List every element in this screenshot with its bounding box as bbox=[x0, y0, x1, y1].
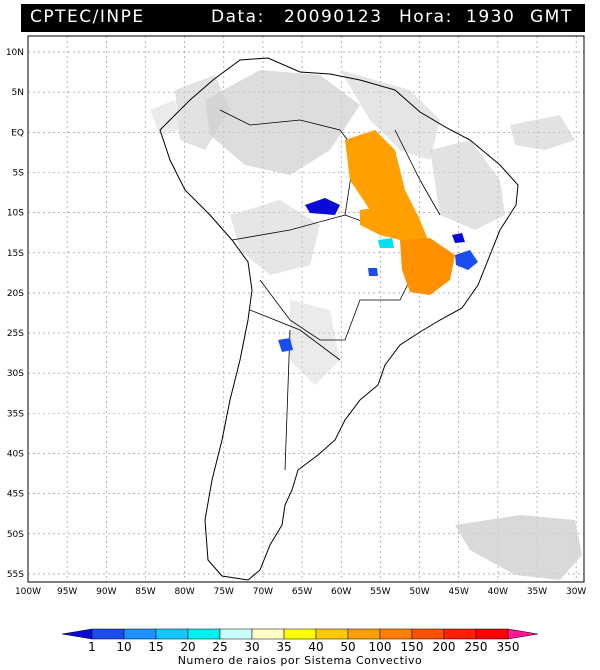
storm-system-blue-northeast bbox=[452, 233, 465, 243]
colorbar-swatch bbox=[61, 628, 93, 640]
country-borders bbox=[219, 109, 441, 471]
source-label: CPTEC/INPE bbox=[30, 7, 145, 27]
colorbar-swatch bbox=[411, 628, 445, 640]
cloud-argentina bbox=[290, 300, 340, 385]
colorbar-label: Numero de raios por Sistema Convectivo bbox=[177, 654, 423, 667]
lat-label: 35S bbox=[7, 409, 24, 419]
colorbar-swatch bbox=[155, 628, 189, 640]
storm-system-blue-west bbox=[305, 198, 340, 215]
time-label: Hora: bbox=[399, 7, 453, 27]
colorbar-tick-label: 30 bbox=[244, 640, 259, 654]
coastlines bbox=[159, 57, 519, 581]
colorbar-tick-label: 40 bbox=[308, 640, 323, 654]
cloud-central-west bbox=[230, 200, 320, 275]
lon-label: 55W bbox=[370, 587, 390, 597]
storm-system-blue-east bbox=[455, 250, 478, 270]
lat-label: 5S bbox=[13, 169, 25, 179]
colorbar-swatch bbox=[379, 628, 413, 640]
colorbar-tick-label: 15 bbox=[148, 640, 163, 654]
colorbar-tick-label: 150 bbox=[401, 640, 424, 654]
south-america-coastline bbox=[159, 57, 519, 581]
lat-label: 40S bbox=[7, 450, 24, 460]
lon-label: 30W bbox=[566, 587, 586, 597]
colorbar-swatch bbox=[123, 628, 157, 640]
time-zone: GMT bbox=[530, 7, 573, 27]
colorbar-tick-label: 25 bbox=[212, 640, 227, 654]
lon-label: 35W bbox=[527, 587, 547, 597]
lon-label: 70W bbox=[253, 587, 273, 597]
lon-label: 100W bbox=[15, 587, 41, 597]
cloud-guiana bbox=[340, 70, 440, 160]
lat-label: 10N bbox=[6, 48, 24, 58]
colorbar-tick-label: 35 bbox=[276, 640, 291, 654]
colorbar-swatch bbox=[91, 628, 125, 640]
lon-label: 85W bbox=[135, 587, 155, 597]
lat-label: 5N bbox=[12, 88, 24, 98]
colorbar-tick-label: 50 bbox=[340, 640, 355, 654]
cloud-pacific bbox=[150, 100, 180, 135]
storm-system-cyan bbox=[378, 238, 394, 248]
colorbar-tick-label: 1 bbox=[88, 640, 96, 654]
colorbar-swatch bbox=[219, 628, 253, 640]
colorbar-swatch bbox=[507, 628, 539, 640]
colorbar-tick-label: 350 bbox=[497, 640, 520, 654]
cloud-atlantic-east bbox=[510, 115, 575, 150]
latitude-labels: 10N 5N EQ 5S 10S 15S 20S 25S 30S 35S 40S 45S 50S 55S bbox=[6, 48, 24, 580]
colorbar-swatch bbox=[187, 628, 221, 640]
lon-label: 40W bbox=[488, 587, 508, 597]
lon-label: 60W bbox=[331, 587, 351, 597]
storm-system-orange-south bbox=[400, 238, 455, 295]
time-value: 1930 bbox=[466, 7, 516, 27]
lon-label: 90W bbox=[96, 587, 116, 597]
colorbar-tick-label: 200 bbox=[433, 640, 456, 654]
lon-label: 95W bbox=[57, 587, 77, 597]
lon-label: 75W bbox=[214, 587, 234, 597]
date-value: 20090123 bbox=[284, 7, 383, 27]
longitude-labels: 100W 95W 90W 85W 80W 75W 70W 65W 60W 55W 50W 45W 40W… bbox=[15, 587, 586, 597]
colorbar-tick-label: 10 bbox=[116, 640, 131, 654]
lon-label: 65W bbox=[292, 587, 312, 597]
cloud-northeast bbox=[430, 140, 505, 230]
storm-system-orange-center bbox=[360, 205, 430, 245]
title-bar: CPTEC/INPE Data: 20090123 Hora: 1930 GMT bbox=[21, 4, 585, 32]
colorbar-swatch bbox=[251, 628, 285, 640]
colorbar-tick-label: 250 bbox=[465, 640, 488, 654]
storm-system-blue-south bbox=[278, 338, 293, 352]
colorbar-tick-label: 20 bbox=[180, 640, 195, 654]
date-label: Data: bbox=[211, 7, 265, 27]
lon-label: 45W bbox=[449, 587, 469, 597]
lat-label: 15S bbox=[7, 249, 24, 259]
cloud-amazon bbox=[205, 70, 360, 175]
lat-label: 10S bbox=[7, 209, 24, 219]
colorbar-swatch bbox=[347, 628, 381, 640]
colorbar: 1 10 15 20 25 30 35 40 50 100 150 200 250 350 bbox=[61, 628, 539, 654]
cloud-cover bbox=[150, 70, 582, 580]
cloud-south-atlantic bbox=[455, 515, 582, 580]
lat-label: 55S bbox=[7, 570, 24, 580]
storm-system-blue-small bbox=[368, 268, 378, 276]
colorbar-swatch bbox=[283, 628, 317, 640]
colorbar-tick-label: 100 bbox=[369, 640, 392, 654]
lat-label: 30S bbox=[7, 369, 24, 379]
lat-label: EQ bbox=[11, 128, 24, 138]
colorbar-swatch bbox=[475, 628, 509, 640]
lat-label: 50S bbox=[7, 530, 24, 540]
lon-label: 80W bbox=[174, 587, 194, 597]
cloud-andes-north bbox=[175, 75, 230, 150]
lat-label: 20S bbox=[7, 289, 24, 299]
map-frame bbox=[27, 35, 585, 583]
lon-label: 50W bbox=[409, 587, 429, 597]
colorbar-swatch bbox=[315, 628, 349, 640]
lat-label: 45S bbox=[7, 490, 24, 500]
lat-label: 25S bbox=[7, 329, 24, 339]
colorbar-swatch bbox=[443, 628, 477, 640]
convective-systems bbox=[278, 130, 478, 352]
